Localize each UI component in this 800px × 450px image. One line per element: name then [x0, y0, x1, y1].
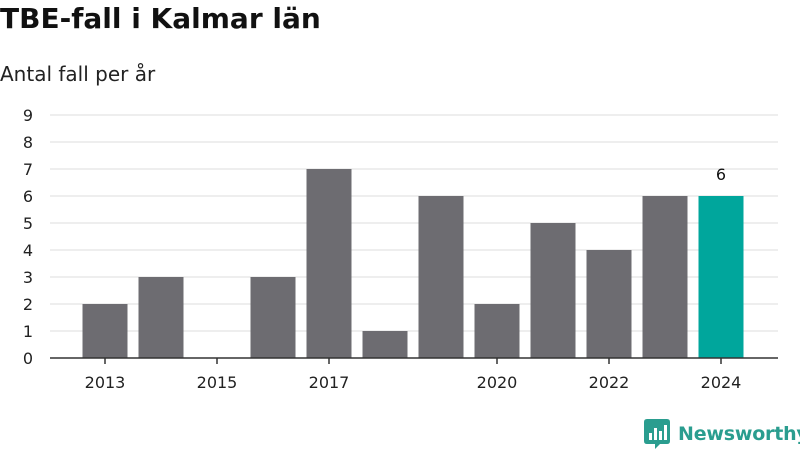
brand-logo[interactable]: Newsworthy — [644, 419, 800, 449]
x-tick-label: 2024 — [701, 373, 742, 392]
data-label: 6 — [716, 165, 726, 184]
y-tick-label: 9 — [23, 106, 33, 125]
bar-2017 — [306, 169, 352, 358]
bar-2023 — [642, 196, 688, 358]
y-tick-label: 4 — [23, 241, 33, 260]
x-tick-label: 2013 — [85, 373, 126, 392]
bar-2019 — [418, 196, 464, 358]
bar-2013 — [82, 304, 128, 358]
bar-2021 — [530, 223, 576, 358]
y-tick-label: 5 — [23, 214, 33, 233]
y-tick-label: 7 — [23, 160, 33, 179]
x-tick-label: 2015 — [197, 373, 238, 392]
bar-2020 — [474, 304, 520, 358]
x-tick-label: 2020 — [477, 373, 518, 392]
newsworthy-logo-icon — [644, 419, 670, 449]
y-tick-label: 8 — [23, 133, 33, 152]
brand-name: Newsworthy — [678, 423, 800, 445]
y-tick-label: 3 — [23, 268, 33, 287]
bar-2014 — [138, 277, 184, 358]
x-tick-label: 2022 — [589, 373, 630, 392]
y-tick-label: 1 — [23, 322, 33, 341]
bar-2022 — [586, 250, 632, 358]
bar-2016 — [250, 277, 296, 358]
bar-2018 — [362, 331, 408, 358]
y-tick-label: 0 — [23, 349, 33, 368]
bar-2024 — [698, 196, 744, 358]
y-tick-label: 2 — [23, 295, 33, 314]
chart-subtitle: Antal fall per år — [0, 62, 156, 86]
chart-title: TBE-fall i Kalmar län — [0, 2, 321, 35]
y-tick-label: 6 — [23, 187, 33, 206]
x-tick-label: 2017 — [309, 373, 350, 392]
